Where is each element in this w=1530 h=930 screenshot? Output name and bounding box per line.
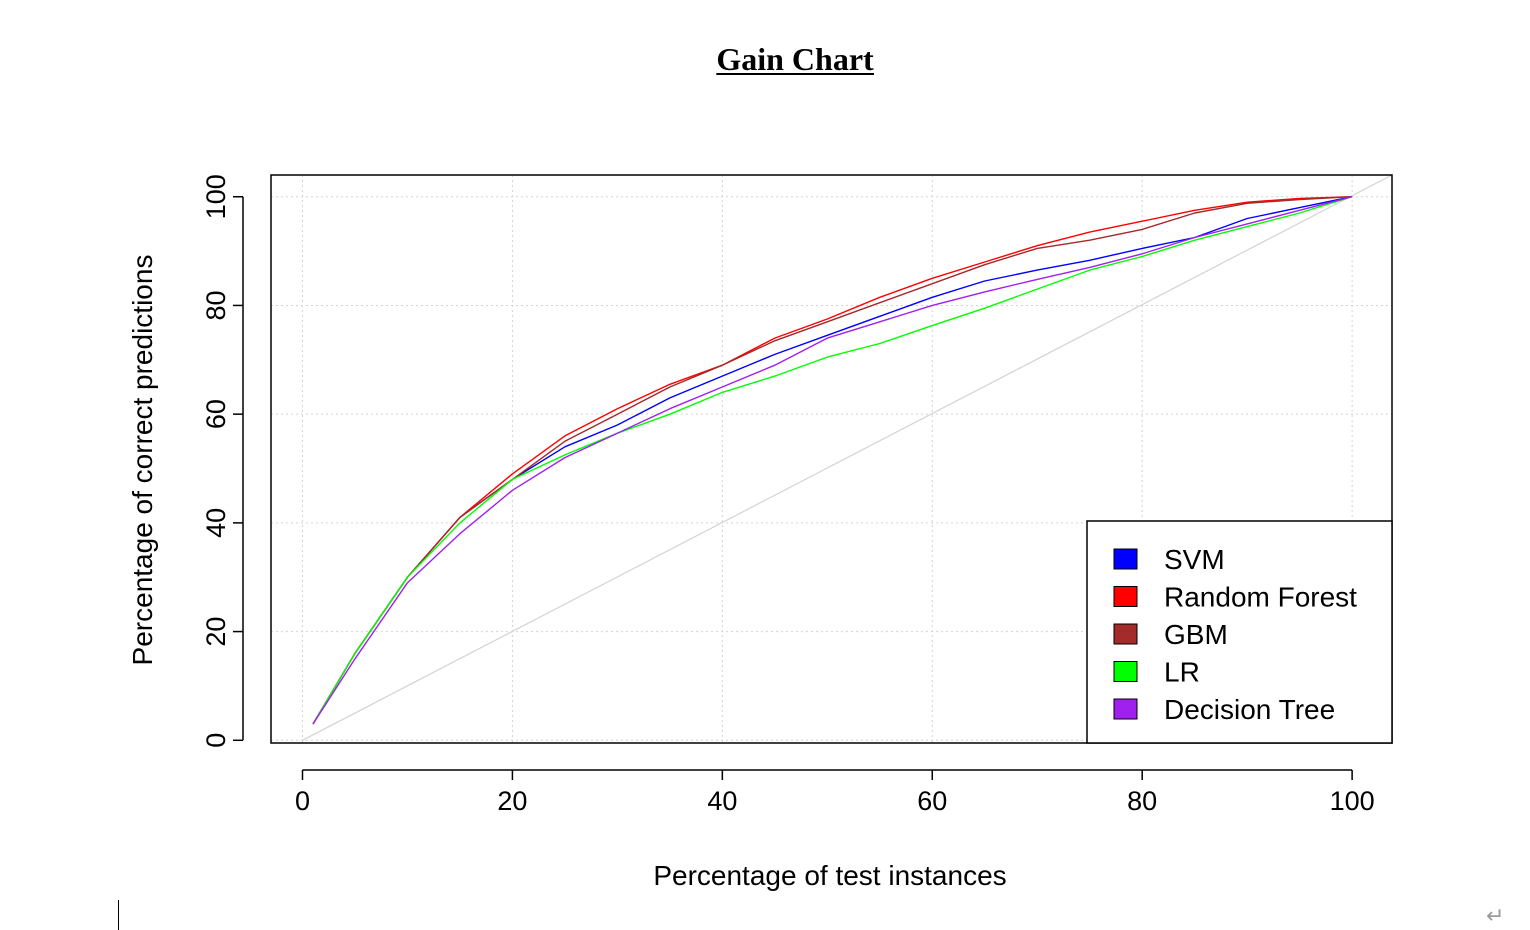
legend-box — [1086, 520, 1393, 744]
legend-swatch — [1113, 661, 1138, 682]
legend-label: GBM — [1164, 619, 1228, 650]
random-baseline-line — [302, 174, 1393, 741]
series-line-random-forest — [312, 196, 1353, 725]
plot-frame — [270, 174, 1393, 744]
x-tick-label: 20 — [497, 786, 527, 816]
x-tick-label: 60 — [917, 786, 947, 816]
legend-swatch — [1113, 623, 1138, 645]
reference-diagonal — [302, 174, 1393, 741]
legend-label: Random Forest — [1164, 582, 1357, 613]
y-tick-label: 0 — [201, 733, 231, 748]
x-tick-label: 0 — [295, 786, 310, 816]
y-tick-label: 80 — [201, 290, 231, 320]
legend-label: LR — [1164, 657, 1200, 688]
x-axis-label: Percentage of test instances — [653, 860, 1006, 891]
paragraph-mark: ↵ — [1486, 904, 1505, 929]
legend-label: SVM — [1164, 544, 1225, 575]
series-line-decision-tree — [312, 196, 1353, 725]
axes: 0 20 40 60 80 100 0 20 40 60 80 100 — [201, 174, 1375, 816]
series-lines — [312, 196, 1353, 725]
legend-swatch — [1113, 586, 1138, 607]
series-line-gbm — [312, 196, 1353, 725]
y-axis-label: Percentage of correct predictions — [127, 255, 158, 666]
grid-lines — [271, 175, 1392, 743]
x-tick-label: 80 — [1127, 786, 1157, 816]
chart-title: Gain Chart — [716, 41, 874, 77]
y-tick-label: 20 — [201, 617, 231, 647]
legend-swatch — [1113, 698, 1138, 720]
x-tick-label: 100 — [1330, 786, 1375, 816]
y-tick-label: 60 — [201, 399, 231, 429]
legend-label: Decision Tree — [1164, 694, 1335, 725]
legend-swatch — [1113, 548, 1138, 570]
legend: SVM Random Forest GBM LR Decision Tree — [1086, 520, 1393, 744]
x-tick-label: 40 — [707, 786, 737, 816]
series-line-lr — [312, 196, 1353, 725]
y-tick-label: 40 — [201, 508, 231, 538]
y-tick-label: 100 — [201, 174, 231, 219]
text-cursor — [118, 900, 119, 930]
